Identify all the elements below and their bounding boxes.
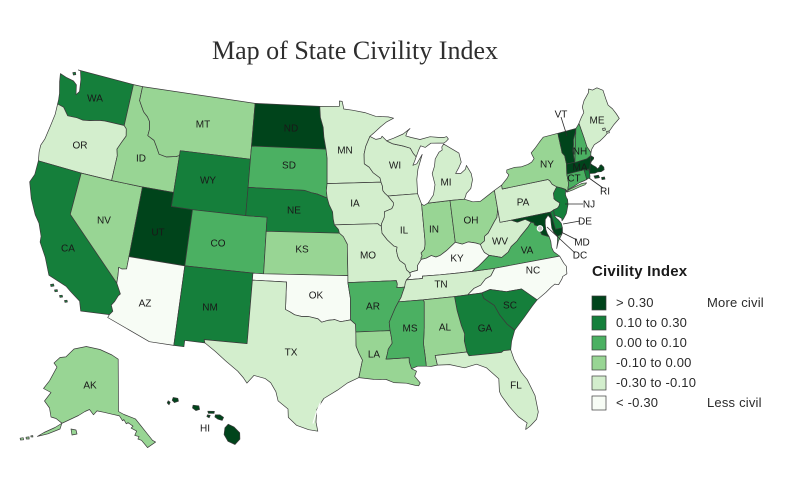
svg-text:TX: TX: [285, 348, 298, 359]
svg-text:MI: MI: [440, 178, 451, 189]
svg-text:WA: WA: [87, 94, 103, 105]
svg-text:CT: CT: [567, 174, 580, 185]
svg-text:More civil: More civil: [707, 295, 764, 310]
svg-text:LA: LA: [368, 350, 381, 361]
svg-text:ID: ID: [136, 154, 146, 165]
svg-text:Civility Index: Civility Index: [592, 263, 688, 280]
svg-text:IL: IL: [400, 226, 409, 237]
svg-text:> 0.30: > 0.30: [616, 295, 654, 310]
svg-text:UT: UT: [151, 228, 164, 239]
svg-text:Less civil: Less civil: [707, 395, 762, 410]
svg-text:SC: SC: [503, 301, 517, 312]
svg-text:MS: MS: [403, 324, 418, 335]
svg-text:GA: GA: [478, 324, 493, 335]
svg-text:Map of State Civility Index: Map of State Civility Index: [212, 36, 498, 65]
svg-text:-0.30 to -0.10: -0.30 to -0.10: [616, 375, 696, 390]
svg-text:DC: DC: [573, 251, 587, 262]
svg-text:IN: IN: [429, 225, 439, 236]
svg-text:OR: OR: [73, 141, 88, 152]
svg-text:ME: ME: [590, 116, 605, 127]
svg-text:MO: MO: [360, 251, 376, 262]
svg-text:KY: KY: [450, 254, 464, 265]
svg-text:AR: AR: [366, 302, 380, 313]
svg-text:VA: VA: [521, 246, 534, 257]
svg-text:0.10 to 0.30: 0.10 to 0.30: [616, 315, 687, 330]
svg-text:< -0.30: < -0.30: [616, 395, 658, 410]
svg-text:MN: MN: [337, 146, 353, 157]
svg-text:AK: AK: [83, 381, 97, 392]
svg-text:NY: NY: [540, 160, 554, 171]
svg-text:VT: VT: [555, 110, 568, 121]
svg-text:NJ: NJ: [583, 200, 595, 211]
svg-text:NE: NE: [287, 206, 301, 217]
svg-text:NH: NH: [573, 147, 587, 158]
svg-text:AL: AL: [439, 323, 452, 334]
svg-text:ND: ND: [284, 124, 298, 135]
svg-text:NC: NC: [526, 266, 540, 277]
svg-text:NV: NV: [97, 216, 111, 227]
svg-text:DE: DE: [578, 217, 592, 228]
svg-text:RI: RI: [600, 187, 610, 198]
svg-text:HI: HI: [200, 424, 210, 435]
svg-text:WY: WY: [200, 176, 216, 187]
svg-text:-0.10 to 0.00: -0.10 to 0.00: [616, 355, 692, 370]
svg-text:IA: IA: [350, 199, 360, 210]
svg-text:CA: CA: [61, 244, 75, 255]
svg-text:TN: TN: [434, 280, 447, 291]
svg-text:OK: OK: [309, 291, 324, 302]
svg-text:FL: FL: [510, 381, 522, 392]
svg-text:MD: MD: [574, 238, 590, 249]
svg-text:WV: WV: [492, 237, 508, 248]
svg-text:WI: WI: [389, 161, 401, 172]
svg-text:OH: OH: [464, 216, 479, 227]
svg-text:MA: MA: [573, 163, 588, 174]
svg-text:PA: PA: [517, 198, 530, 209]
svg-text:SD: SD: [282, 161, 296, 172]
svg-text:CO: CO: [211, 239, 226, 250]
svg-text:0.00 to 0.10: 0.00 to 0.10: [616, 335, 687, 350]
svg-text:AZ: AZ: [139, 299, 152, 310]
svg-text:NM: NM: [202, 303, 218, 314]
svg-text:KS: KS: [295, 245, 309, 256]
svg-text:MT: MT: [196, 120, 210, 131]
